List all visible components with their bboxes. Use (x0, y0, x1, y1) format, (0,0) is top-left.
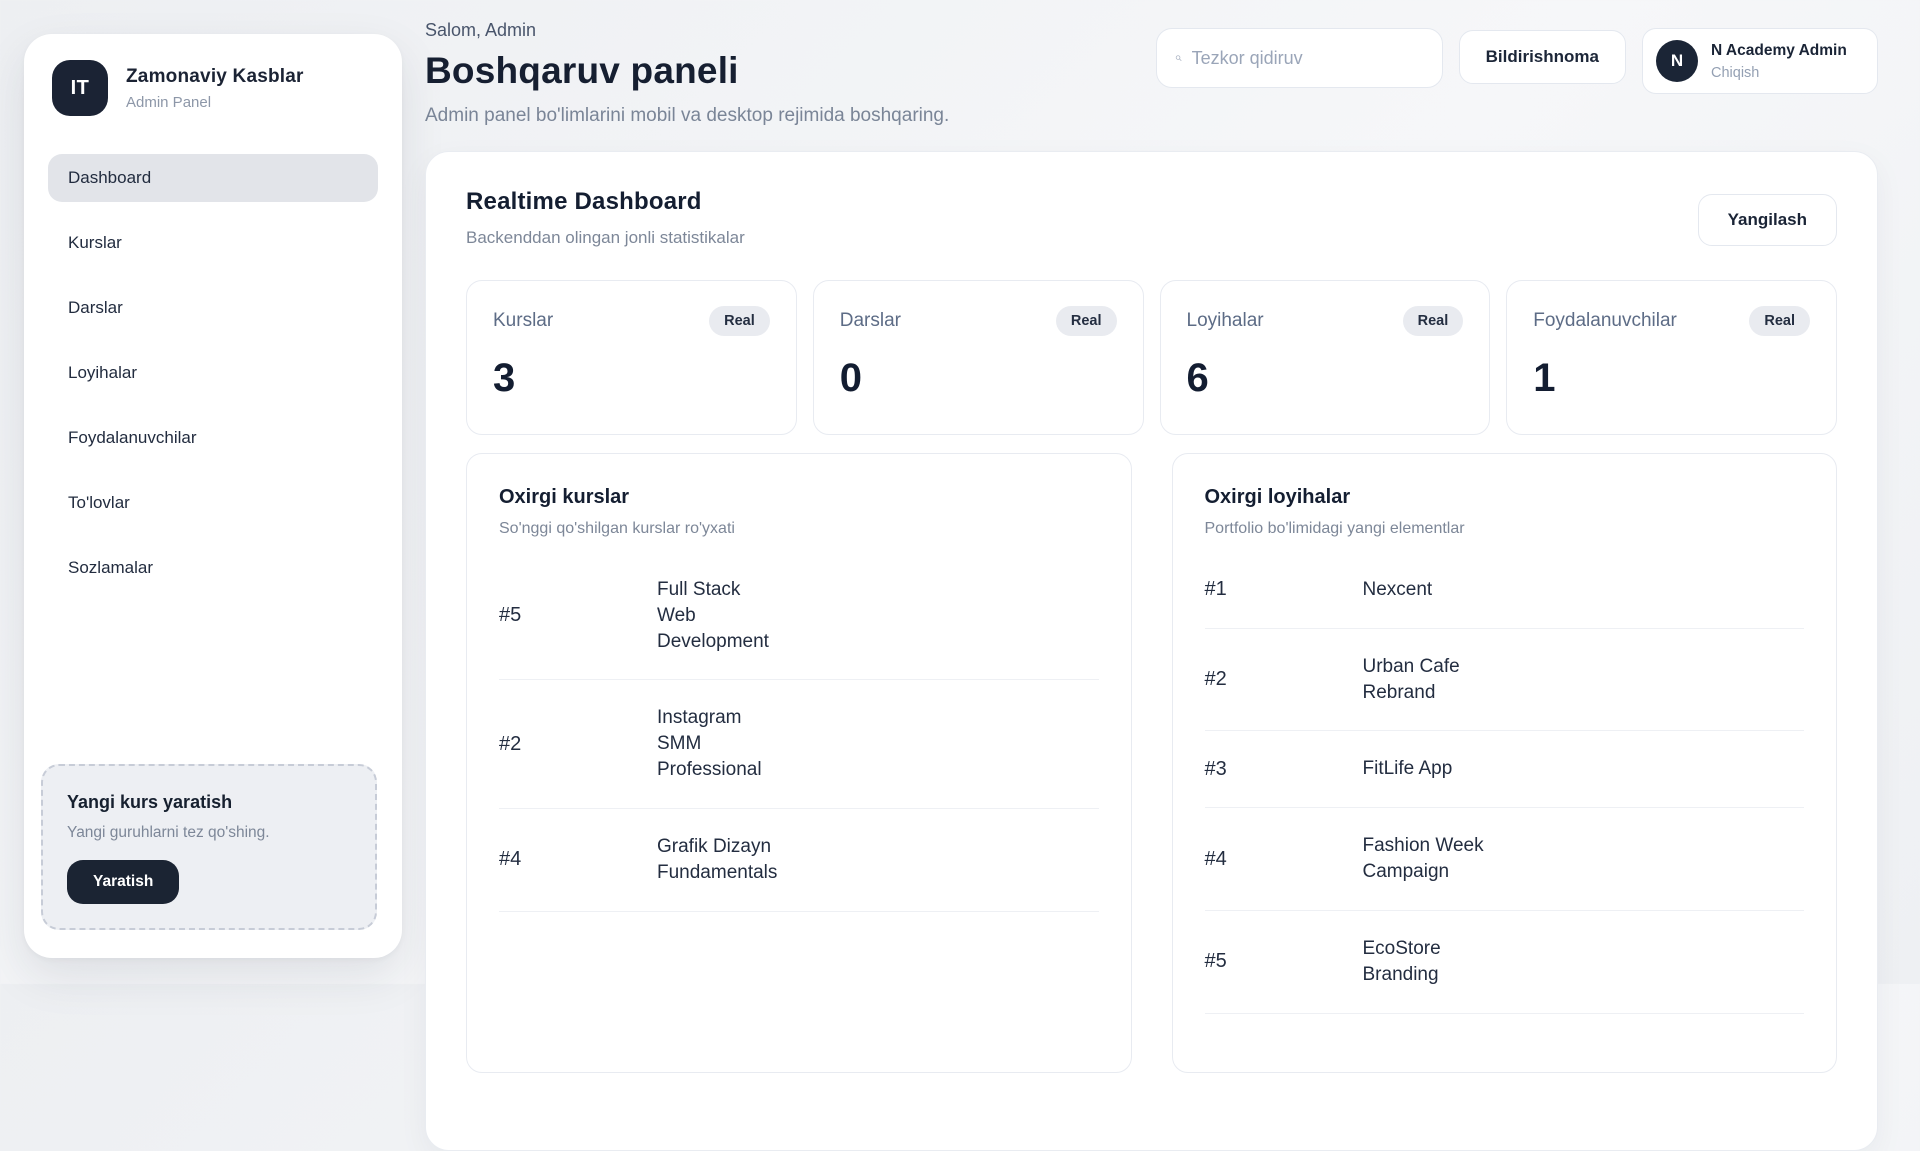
lists-row: Oxirgi kurslar So'nggi qo'shilgan kursla… (466, 453, 1837, 1073)
stat-label: Kurslar (493, 310, 554, 331)
course-name: Full Stack Web Development (657, 579, 769, 652)
page-heading: Salom, Admin Boshqaruv paneli Admin pane… (425, 20, 949, 127)
recent-projects-title: Oxirgi loyihalar (1204, 486, 1351, 508)
sidebar-item-dashboard[interactable]: Dashboard (48, 154, 378, 202)
status-badge: Real (1749, 306, 1810, 336)
status-badge: Real (1055, 306, 1117, 336)
list-item: #1 Nexcent (1204, 552, 1804, 629)
panel-header: Realtime Dashboard Backenddan olingan jo… (466, 188, 1837, 248)
sidebar: IT Zamonaviy Kasblar Admin Panel Dashboa… (24, 34, 402, 958)
recent-projects-card: Oxirgi loyihalar Portfolio bo'limidagi y… (1171, 453, 1837, 1073)
project-rank: #4 (1204, 847, 1227, 870)
list-item: #4 Grafik Dizayn Fundamentals (499, 809, 1099, 912)
recent-projects-list: #1 Nexcent #2 Urban Cafe Rebrand #3 FitL… (1204, 552, 1804, 1014)
list-item: #2 Instagram SMM Professional (499, 680, 1099, 809)
sidebar-item-loyihalar[interactable]: Loyihalar (68, 363, 137, 382)
new-course-title: Yangi kurs yaratish (67, 792, 233, 812)
panel-title: Realtime Dashboard (466, 188, 702, 215)
panel-heading-text: Realtime Dashboard Backenddan olingan jo… (466, 188, 745, 248)
stat-value: 1 (1533, 356, 1556, 400)
sidebar-item-sozlamalar[interactable]: Sozlamalar (68, 558, 154, 577)
brand-subtitle: Admin Panel (126, 93, 212, 111)
logout-link[interactable]: Chiqish (1711, 64, 1760, 81)
stat-label: Foydalanuvchilar (1533, 310, 1677, 331)
user-info: N Academy Admin Chiqish (1711, 42, 1847, 81)
user-name: N Academy Admin (1711, 41, 1847, 59)
stat-card-kurslar: Kurslar Real 3 (466, 280, 797, 435)
recent-courses-list: #5 Full Stack Web Development #2 Instagr… (499, 552, 1099, 912)
project-name: Nexcent (1362, 579, 1433, 600)
course-name: Grafik Dizayn Fundamentals (657, 835, 778, 883)
realtime-dashboard-panel: Realtime Dashboard Backenddan olingan jo… (425, 151, 1878, 1151)
page-subtitle: Admin panel bo'limlarini mobil va deskto… (425, 105, 950, 126)
recent-courses-card: Oxirgi kurslar So'nggi qo'shilgan kursla… (466, 453, 1132, 1073)
stat-label: Darslar (839, 310, 901, 331)
sidebar-item-tolovlar[interactable]: To'lovlar (68, 493, 130, 512)
project-rank: #2 (1204, 668, 1227, 691)
course-rank: #2 (499, 732, 522, 755)
course-name: Instagram SMM Professional (657, 707, 762, 781)
brand: IT Zamonaviy Kasblar Admin Panel (48, 60, 378, 116)
list-item: #2 Urban Cafe Rebrand (1204, 629, 1804, 732)
stat-card-foydalanuvchilar: Foydalanuvchilar Real 1 (1506, 280, 1837, 435)
create-course-button[interactable]: Yaratish (67, 860, 180, 904)
top-controls: Bildirishnoma N N Academy Admin Chiqish (1155, 20, 1878, 94)
list-item: #4 Fashion Week Campaign (1204, 808, 1804, 911)
panel-subtitle: Backenddan olingan jonli statistikalar (466, 228, 745, 247)
new-course-card: Yangi kurs yaratish Yangi guruhlarni tez… (41, 764, 377, 930)
project-rank: #5 (1204, 950, 1227, 973)
course-rank: #4 (499, 848, 522, 871)
user-avatar: N (1656, 40, 1698, 82)
sidebar-nav: Dashboard Kurslar Darslar Loyihalar Foyd… (48, 154, 378, 592)
project-name: Urban Cafe Rebrand (1362, 655, 1460, 703)
main-content: Salom, Admin Boshqaruv paneli Admin pane… (425, 20, 1878, 1151)
project-rank: #1 (1204, 578, 1227, 601)
greeting-text: Salom, Admin (425, 20, 537, 40)
project-name: FitLife App (1362, 758, 1453, 780)
list-item: #3 FitLife App (1204, 731, 1804, 809)
stat-card-loyihalar: Loyihalar Real 6 (1159, 280, 1491, 435)
new-course-subtitle: Yangi guruhlarni tez qo'shing. (67, 824, 270, 841)
quick-search[interactable] (1155, 28, 1443, 88)
project-rank: #3 (1204, 757, 1227, 780)
project-name: EcoStore Branding (1362, 937, 1441, 985)
recent-courses-subtitle: So'nggi qo'shilgan kurslar ro'yxati (499, 520, 735, 537)
stat-label: Loyihalar (1186, 310, 1264, 331)
page-title: Boshqaruv paneli (425, 50, 739, 91)
refresh-button[interactable]: Yangilash (1697, 194, 1837, 246)
search-icon (1175, 55, 1182, 61)
list-item: #5 Full Stack Web Development (499, 552, 1099, 681)
stat-card-darslar: Darslar Real 0 (812, 280, 1144, 435)
sidebar-item-darslar[interactable]: Darslar (68, 298, 123, 317)
stats-row: Kurslar Real 3 Darslar Real 0 Loyihalar … (466, 280, 1837, 435)
topbar: Salom, Admin Boshqaruv paneli Admin pane… (425, 20, 1878, 127)
stat-value: 0 (839, 356, 862, 400)
course-rank: #5 (499, 604, 522, 627)
recent-projects-subtitle: Portfolio bo'limidagi yangi elementlar (1204, 520, 1465, 537)
list-item: #5 EcoStore Branding (1204, 911, 1804, 1014)
sidebar-item-foydalanuvchilar[interactable]: Foydalanuvchilar (68, 428, 197, 447)
status-badge: Real (1402, 306, 1464, 336)
search-input[interactable] (1191, 47, 1424, 69)
recent-courses-title: Oxirgi kurslar (499, 486, 630, 508)
brand-logo-icon: IT (52, 60, 108, 116)
stat-value: 6 (1186, 356, 1209, 400)
notifications-button[interactable]: Bildirishnoma (1458, 30, 1626, 84)
brand-title: Zamonaviy Kasblar (126, 65, 304, 87)
stat-value: 3 (493, 356, 516, 400)
sidebar-item-kurslar[interactable]: Kurslar (68, 233, 122, 252)
project-name: Fashion Week Campaign (1362, 835, 1484, 883)
brand-text: Zamonaviy Kasblar Admin Panel (126, 66, 304, 111)
status-badge: Real (709, 306, 770, 336)
user-menu[interactable]: N N Academy Admin Chiqish (1642, 28, 1878, 94)
